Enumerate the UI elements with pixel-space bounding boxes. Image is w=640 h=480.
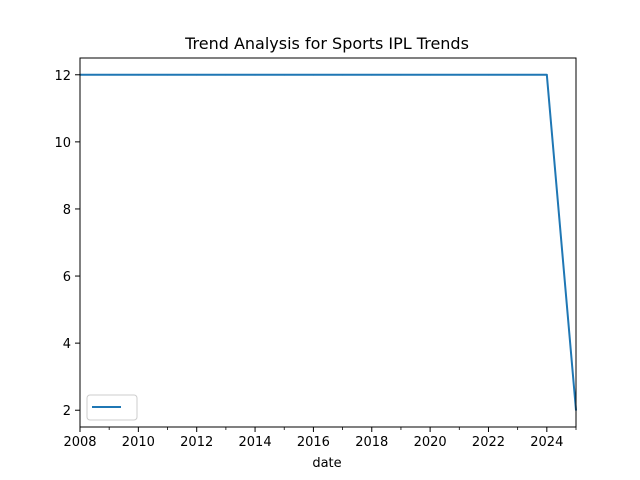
data-point (546, 73, 548, 76)
x-tick-label: 2014 (239, 435, 272, 450)
x-tick-label: 2018 (355, 435, 388, 450)
x-tick-label: 2022 (472, 435, 505, 450)
data-point (225, 73, 227, 76)
data-point (370, 73, 373, 76)
data-point (166, 73, 169, 76)
data-point (137, 73, 140, 76)
y-tick-label: 6 (63, 270, 71, 285)
x-tick-label: 2020 (414, 435, 447, 450)
x-tick-label: 2010 (122, 435, 155, 450)
chart-title: Trend Analysis for Sports IPL Trends (184, 34, 469, 53)
data-point (429, 73, 431, 76)
x-tick-label: 2016 (297, 435, 330, 450)
data-point (341, 73, 344, 76)
x-tick-label: 2008 (63, 435, 96, 450)
series-line (80, 73, 577, 411)
y-tick-label: 10 (54, 136, 71, 151)
x-axis-label: date (312, 456, 341, 471)
y-tick-label: 8 (63, 203, 71, 218)
axes-frame (79, 57, 577, 428)
data-point (516, 73, 519, 76)
x-tick-label: 2024 (530, 435, 563, 450)
data-point (195, 73, 198, 76)
data-point (283, 73, 286, 76)
data-point (312, 73, 315, 76)
data-point (487, 73, 490, 76)
data-point (254, 73, 256, 76)
x-tick-label: 2012 (180, 435, 213, 450)
data-point (400, 73, 402, 76)
y-tick-label: 12 (54, 69, 71, 84)
y-tick-label: 2 (63, 404, 71, 419)
y-tick-label: 4 (63, 337, 71, 352)
axes: 2008 2010 2012 2014 2016 2018 2020 2022 2024 2 4 6 8… (54, 57, 577, 450)
legend (86, 394, 138, 421)
data-point (458, 73, 461, 76)
data-point (108, 73, 110, 76)
